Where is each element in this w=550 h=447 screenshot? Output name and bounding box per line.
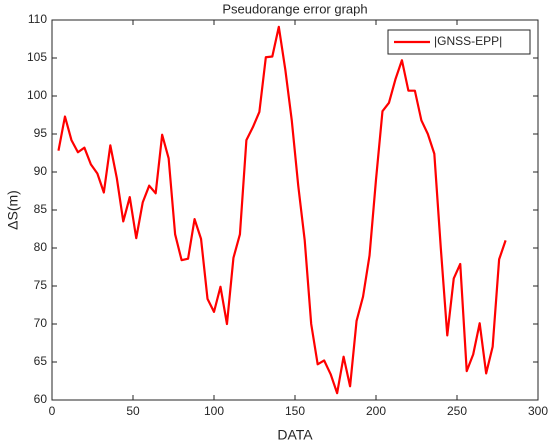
y-tick-label: 75	[34, 278, 48, 292]
y-tick-label: 95	[34, 126, 48, 140]
y-tick-label: 70	[34, 316, 48, 330]
legend-label: |GNSS-EPP|	[434, 34, 502, 48]
x-tick-label: 150	[285, 404, 305, 418]
chart-title: Pseudorange error graph	[222, 1, 367, 16]
x-tick-label: 50	[126, 404, 140, 418]
x-axis-label: DATA	[277, 427, 313, 443]
x-tick-label: 200	[366, 404, 386, 418]
y-axis-label: ΔS(m)	[5, 190, 21, 230]
y-tick-label: 110	[28, 12, 47, 26]
y-tick-label: 60	[34, 392, 48, 406]
y-tick-label: 85	[34, 202, 48, 216]
y-tick-label: 105	[27, 50, 47, 64]
data-line	[57, 25, 507, 395]
x-tick-label: 250	[447, 404, 467, 418]
x-tick-label: 300	[528, 404, 548, 418]
y-tick-label: 100	[27, 88, 47, 102]
y-tick-label: 80	[34, 240, 48, 254]
y-tick-label: 90	[34, 164, 48, 178]
x-tick-label: 100	[204, 404, 224, 418]
x-tick-label: 0	[49, 404, 56, 418]
y-tick-label: 65	[34, 354, 48, 368]
